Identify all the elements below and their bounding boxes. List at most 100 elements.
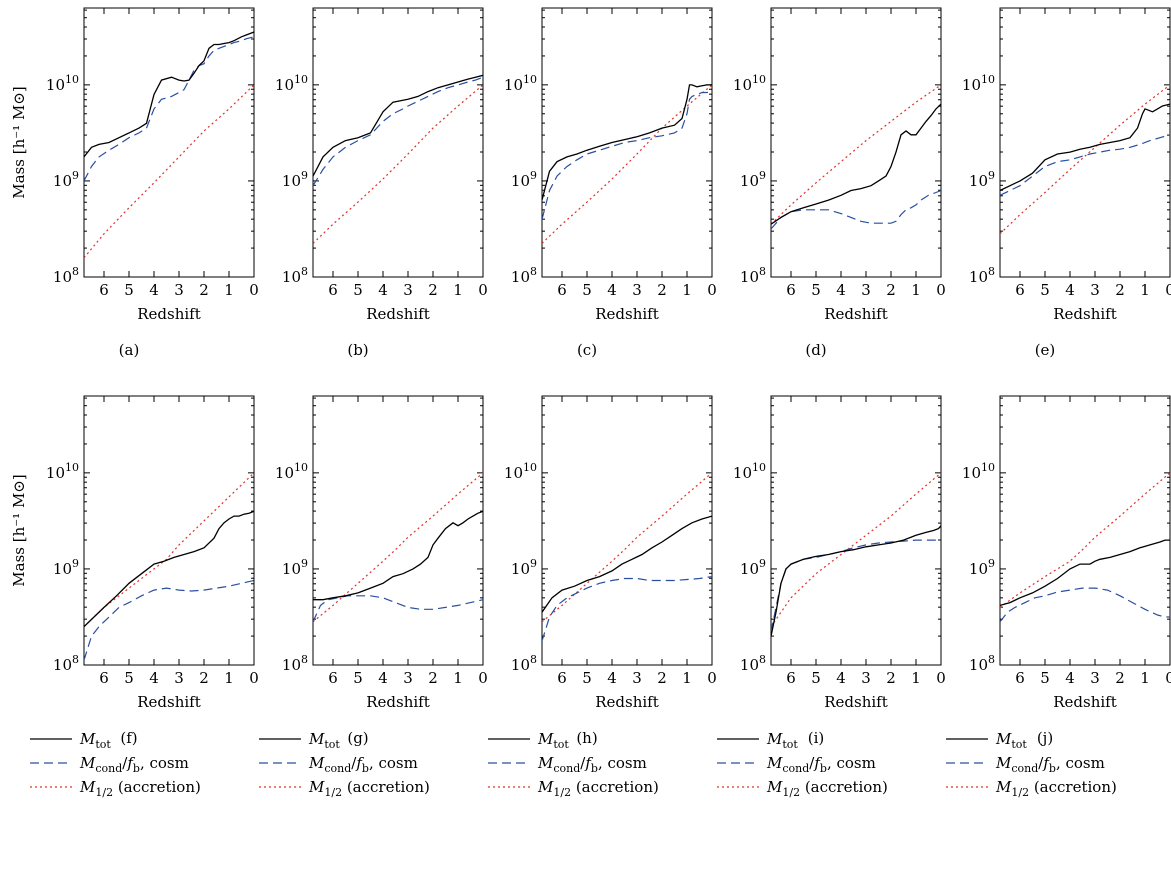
series-m-cond-line: [84, 579, 254, 661]
x-tick-label: 1: [1140, 281, 1150, 299]
x-tick-label: 2: [657, 281, 667, 299]
y-tick-label: 109: [969, 169, 995, 190]
x-tick-label: 5: [811, 669, 821, 687]
y-tick-label: 1010: [962, 461, 995, 482]
x-tick-label: 1: [911, 669, 921, 687]
panel-c: 108 109 1010 6 5 4 3 2 1 0 Redshift (c): [504, 7, 717, 359]
legend: Mtot Mcond/fb, cosm M1/2 (accretion): [30, 730, 201, 799]
y-tick-label: 109: [740, 557, 766, 578]
x-tick-label: 1: [682, 669, 692, 687]
y-tick-label: 108: [740, 265, 766, 286]
x-tick-label: 2: [886, 669, 896, 687]
x-axis-label: Redshift: [366, 305, 430, 323]
plot-frame: [83, 7, 255, 278]
legend-label: M1/2 (accretion): [537, 778, 659, 799]
panel-label: (j): [1037, 729, 1053, 747]
y-tick-label: 1010: [733, 73, 766, 94]
panel-e: 108 109 1010 6 5 4 3 2 1 0 Redshift (e): [962, 7, 1171, 359]
panel-f: 108 109 1010 6 5 4 3 2 1 0 Redshift Mass [h⁻¹ M⊙] (f…: [10, 395, 259, 799]
legend-label: M1/2 (accretion): [308, 778, 430, 799]
series-m-tot-line: [84, 510, 254, 628]
x-tick-label: 5: [811, 281, 821, 299]
x-tick-label: 5: [1040, 669, 1050, 687]
panel-label: (c): [577, 341, 597, 359]
legend-label: M1/2 (accretion): [79, 778, 201, 799]
series-m-cond-line: [313, 595, 483, 623]
x-axis-label: Redshift: [1053, 305, 1117, 323]
x-axis-label: Redshift: [1053, 693, 1117, 711]
series-m-cond-line: [313, 76, 483, 187]
x-tick-label: 3: [632, 281, 642, 299]
x-tick-label: 3: [174, 281, 184, 299]
plot-frame: [999, 395, 1171, 666]
x-tick-label: 0: [1165, 669, 1171, 687]
panel-label: (h): [576, 729, 597, 747]
y-tick-label: 1010: [275, 73, 308, 94]
y-tick-label: 108: [282, 265, 308, 286]
panel-h: 108 109 1010 6 5 4 3 2 1 0 Redshift (h) Mtot Mcond/fb…: [488, 395, 717, 799]
x-tick-label: 4: [378, 281, 388, 299]
x-tick-label: 2: [428, 281, 438, 299]
x-axis-label: Redshift: [366, 693, 430, 711]
y-axis-label: Mass [h⁻¹ M⊙]: [10, 474, 28, 586]
legend-label: Mtot: [995, 730, 1027, 751]
series-m-tot-line: [313, 510, 483, 601]
x-tick-label: 2: [657, 669, 667, 687]
y-tick-label: 108: [53, 265, 79, 286]
y-tick-label: 108: [740, 653, 766, 674]
series-m-cond-line: [542, 576, 712, 642]
panel-label: (b): [347, 341, 368, 359]
y-tick-label: 109: [511, 557, 537, 578]
x-tick-label: 0: [936, 281, 946, 299]
series-m-half-line: [313, 472, 483, 623]
panel-label: (d): [805, 341, 826, 359]
x-tick-label: 0: [707, 669, 717, 687]
x-tick-label: 4: [149, 281, 159, 299]
x-tick-label: 4: [607, 281, 617, 299]
panel-a: 108 109 1010 6 5 4 3 2 1 0 Redshift Mass [h⁻¹ M⊙] (a…: [10, 7, 259, 359]
x-tick-label: 0: [936, 669, 946, 687]
series-m-half-line: [1000, 472, 1170, 608]
y-tick-label: 108: [511, 653, 537, 674]
x-tick-label: 6: [1015, 669, 1025, 687]
y-tick-label: 109: [969, 557, 995, 578]
panel-d: 108 109 1010 6 5 4 3 2 1 0 Redshift (d): [733, 7, 946, 359]
series-m-tot-line: [542, 84, 712, 201]
x-tick-label: 2: [199, 281, 209, 299]
x-axis-label: Redshift: [137, 305, 201, 323]
series-m-tot-line: [84, 31, 254, 158]
x-tick-label: 4: [1065, 281, 1075, 299]
x-tick-label: 5: [1040, 281, 1050, 299]
plot-frame: [770, 395, 942, 666]
series-m-cond-line: [84, 36, 254, 182]
x-axis-label: Redshift: [824, 693, 888, 711]
legend: Mtot Mcond/fb, cosm M1/2 (accretion): [717, 730, 888, 799]
x-tick-label: 6: [786, 281, 796, 299]
x-tick-label: 1: [453, 669, 463, 687]
legend-label: M1/2 (accretion): [995, 778, 1117, 799]
x-tick-label: 1: [453, 281, 463, 299]
plot-frame: [999, 7, 1171, 278]
y-tick-label: 1010: [46, 461, 79, 482]
series-m-half-line: [771, 472, 941, 627]
x-tick-label: 5: [353, 669, 363, 687]
legend-label: M1/2 (accretion): [766, 778, 888, 799]
y-tick-label: 108: [53, 653, 79, 674]
x-tick-label: 6: [557, 669, 567, 687]
legend-label: Mcond/fb, cosm: [79, 754, 189, 775]
series-m-tot-line: [771, 525, 941, 637]
y-tick-label: 1010: [733, 461, 766, 482]
x-tick-label: 5: [353, 281, 363, 299]
y-tick-label: 108: [511, 265, 537, 286]
legend-label: Mcond/fb, cosm: [308, 754, 418, 775]
x-tick-label: 4: [836, 281, 846, 299]
x-tick-label: 3: [403, 281, 413, 299]
plot-frame: [83, 395, 255, 666]
series-m-half-line: [84, 472, 254, 628]
x-tick-label: 6: [786, 669, 796, 687]
x-tick-label: 4: [378, 669, 388, 687]
plot-frame: [312, 395, 484, 666]
x-tick-label: 2: [1115, 281, 1125, 299]
x-tick-label: 4: [149, 669, 159, 687]
x-tick-label: 5: [582, 669, 592, 687]
